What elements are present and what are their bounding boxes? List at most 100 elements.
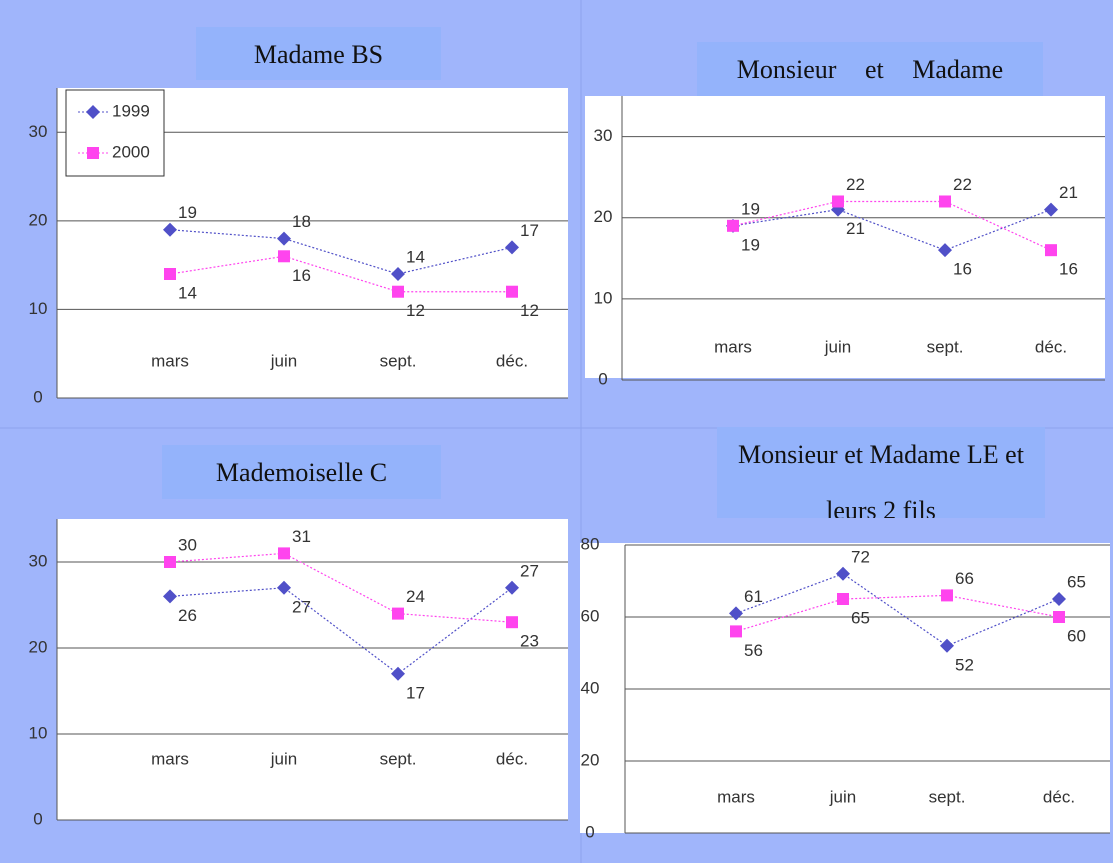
y-tick-label: 0	[33, 387, 42, 406]
series-line	[732, 200, 1052, 251]
data-label: 61	[744, 587, 763, 606]
y-tick-label: 0	[585, 822, 594, 841]
point	[837, 593, 849, 605]
data-label: 56	[744, 641, 763, 660]
data-label: 12	[520, 301, 539, 320]
y-tick-label: 80	[581, 534, 600, 553]
data-label: 19	[741, 199, 760, 218]
data-label: 27	[292, 597, 311, 616]
y-tick-label: 10	[594, 288, 613, 307]
data-label: 21	[1059, 183, 1078, 202]
x-tick-label: mars	[151, 351, 189, 370]
series-line	[169, 229, 513, 275]
point	[1044, 202, 1058, 217]
chart-title: Monsieur et Madame LE et leurs 2 fils	[717, 427, 1045, 518]
point	[163, 222, 177, 237]
chart-title: Madame BS	[196, 27, 441, 80]
point	[729, 606, 743, 621]
point	[1053, 611, 1065, 623]
data-label: 66	[955, 569, 974, 588]
point	[278, 547, 290, 560]
data-label: 60	[1067, 626, 1086, 645]
plot-area	[580, 543, 1110, 833]
point	[1052, 592, 1066, 606]
data-label: 22	[953, 175, 972, 194]
point	[164, 556, 176, 568]
data-label: 65	[1067, 572, 1086, 591]
x-tick-label: sept.	[929, 787, 966, 806]
x-tick-label: juin	[270, 351, 297, 370]
series-line	[169, 255, 512, 293]
x-tick-label: mars	[151, 749, 189, 768]
series-line	[169, 552, 513, 623]
y-tick-label: 30	[29, 122, 48, 141]
data-label: 18	[292, 212, 311, 231]
data-label: 23	[520, 632, 539, 651]
data-label: 12	[406, 301, 425, 320]
data-label: 30	[178, 535, 197, 554]
point	[164, 268, 176, 280]
x-tick-label: déc.	[1035, 337, 1067, 356]
point	[836, 566, 850, 581]
x-tick-label: déc.	[496, 351, 528, 370]
data-label: 52	[955, 655, 974, 674]
data-label: 17	[520, 221, 539, 240]
data-label: 31	[292, 527, 311, 546]
data-label: 17	[406, 683, 425, 702]
chart-title: Monsieur et Madame	[697, 42, 1043, 96]
point	[941, 589, 953, 602]
x-tick-label: mars	[714, 337, 752, 356]
x-tick-label: déc.	[496, 749, 528, 768]
legend-box	[65, 89, 165, 177]
x-tick-label: mars	[717, 787, 755, 806]
plot-area	[585, 96, 1105, 378]
point	[505, 240, 519, 255]
y-tick-label: 20	[594, 207, 613, 226]
data-label: 14	[178, 283, 197, 302]
data-label: 19	[178, 203, 197, 222]
y-tick-label: 0	[33, 809, 42, 828]
data-label: 16	[953, 260, 972, 279]
data-label: 22	[846, 175, 865, 194]
point	[506, 285, 518, 298]
point	[940, 638, 954, 653]
point	[939, 195, 951, 208]
y-tick-label: 40	[581, 678, 600, 697]
x-tick-label: sept.	[380, 749, 417, 768]
data-label: 21	[846, 219, 865, 238]
y-tick-label: 0	[598, 369, 607, 388]
point	[505, 580, 519, 595]
x-tick-label: sept.	[380, 351, 417, 370]
y-tick-label: 10	[29, 723, 48, 742]
series-line	[735, 594, 1060, 632]
legend-marker	[86, 105, 100, 119]
y-tick-label: 30	[29, 551, 48, 570]
data-label: 24	[406, 587, 425, 606]
x-tick-label: juin	[270, 749, 297, 768]
point	[1045, 244, 1057, 257]
x-tick-label: déc.	[1043, 787, 1075, 806]
data-label: 16	[1059, 260, 1078, 279]
point	[277, 231, 291, 246]
point	[506, 616, 518, 629]
data-label: 27	[520, 561, 539, 580]
y-tick-label: 30	[594, 126, 613, 145]
y-tick-label: 10	[29, 299, 48, 318]
point	[278, 250, 290, 263]
point	[392, 285, 404, 298]
point	[392, 607, 404, 620]
point	[391, 267, 405, 281]
series-line	[735, 573, 1060, 647]
point	[163, 589, 177, 604]
x-tick-label: sept.	[927, 337, 964, 356]
data-label: 16	[292, 266, 311, 285]
point	[832, 195, 844, 208]
series-line	[732, 208, 1052, 251]
point	[277, 580, 291, 595]
point	[938, 243, 952, 258]
legend-marker	[87, 147, 99, 159]
data-label: 14	[406, 247, 425, 266]
legend-label: 2000	[112, 142, 150, 161]
